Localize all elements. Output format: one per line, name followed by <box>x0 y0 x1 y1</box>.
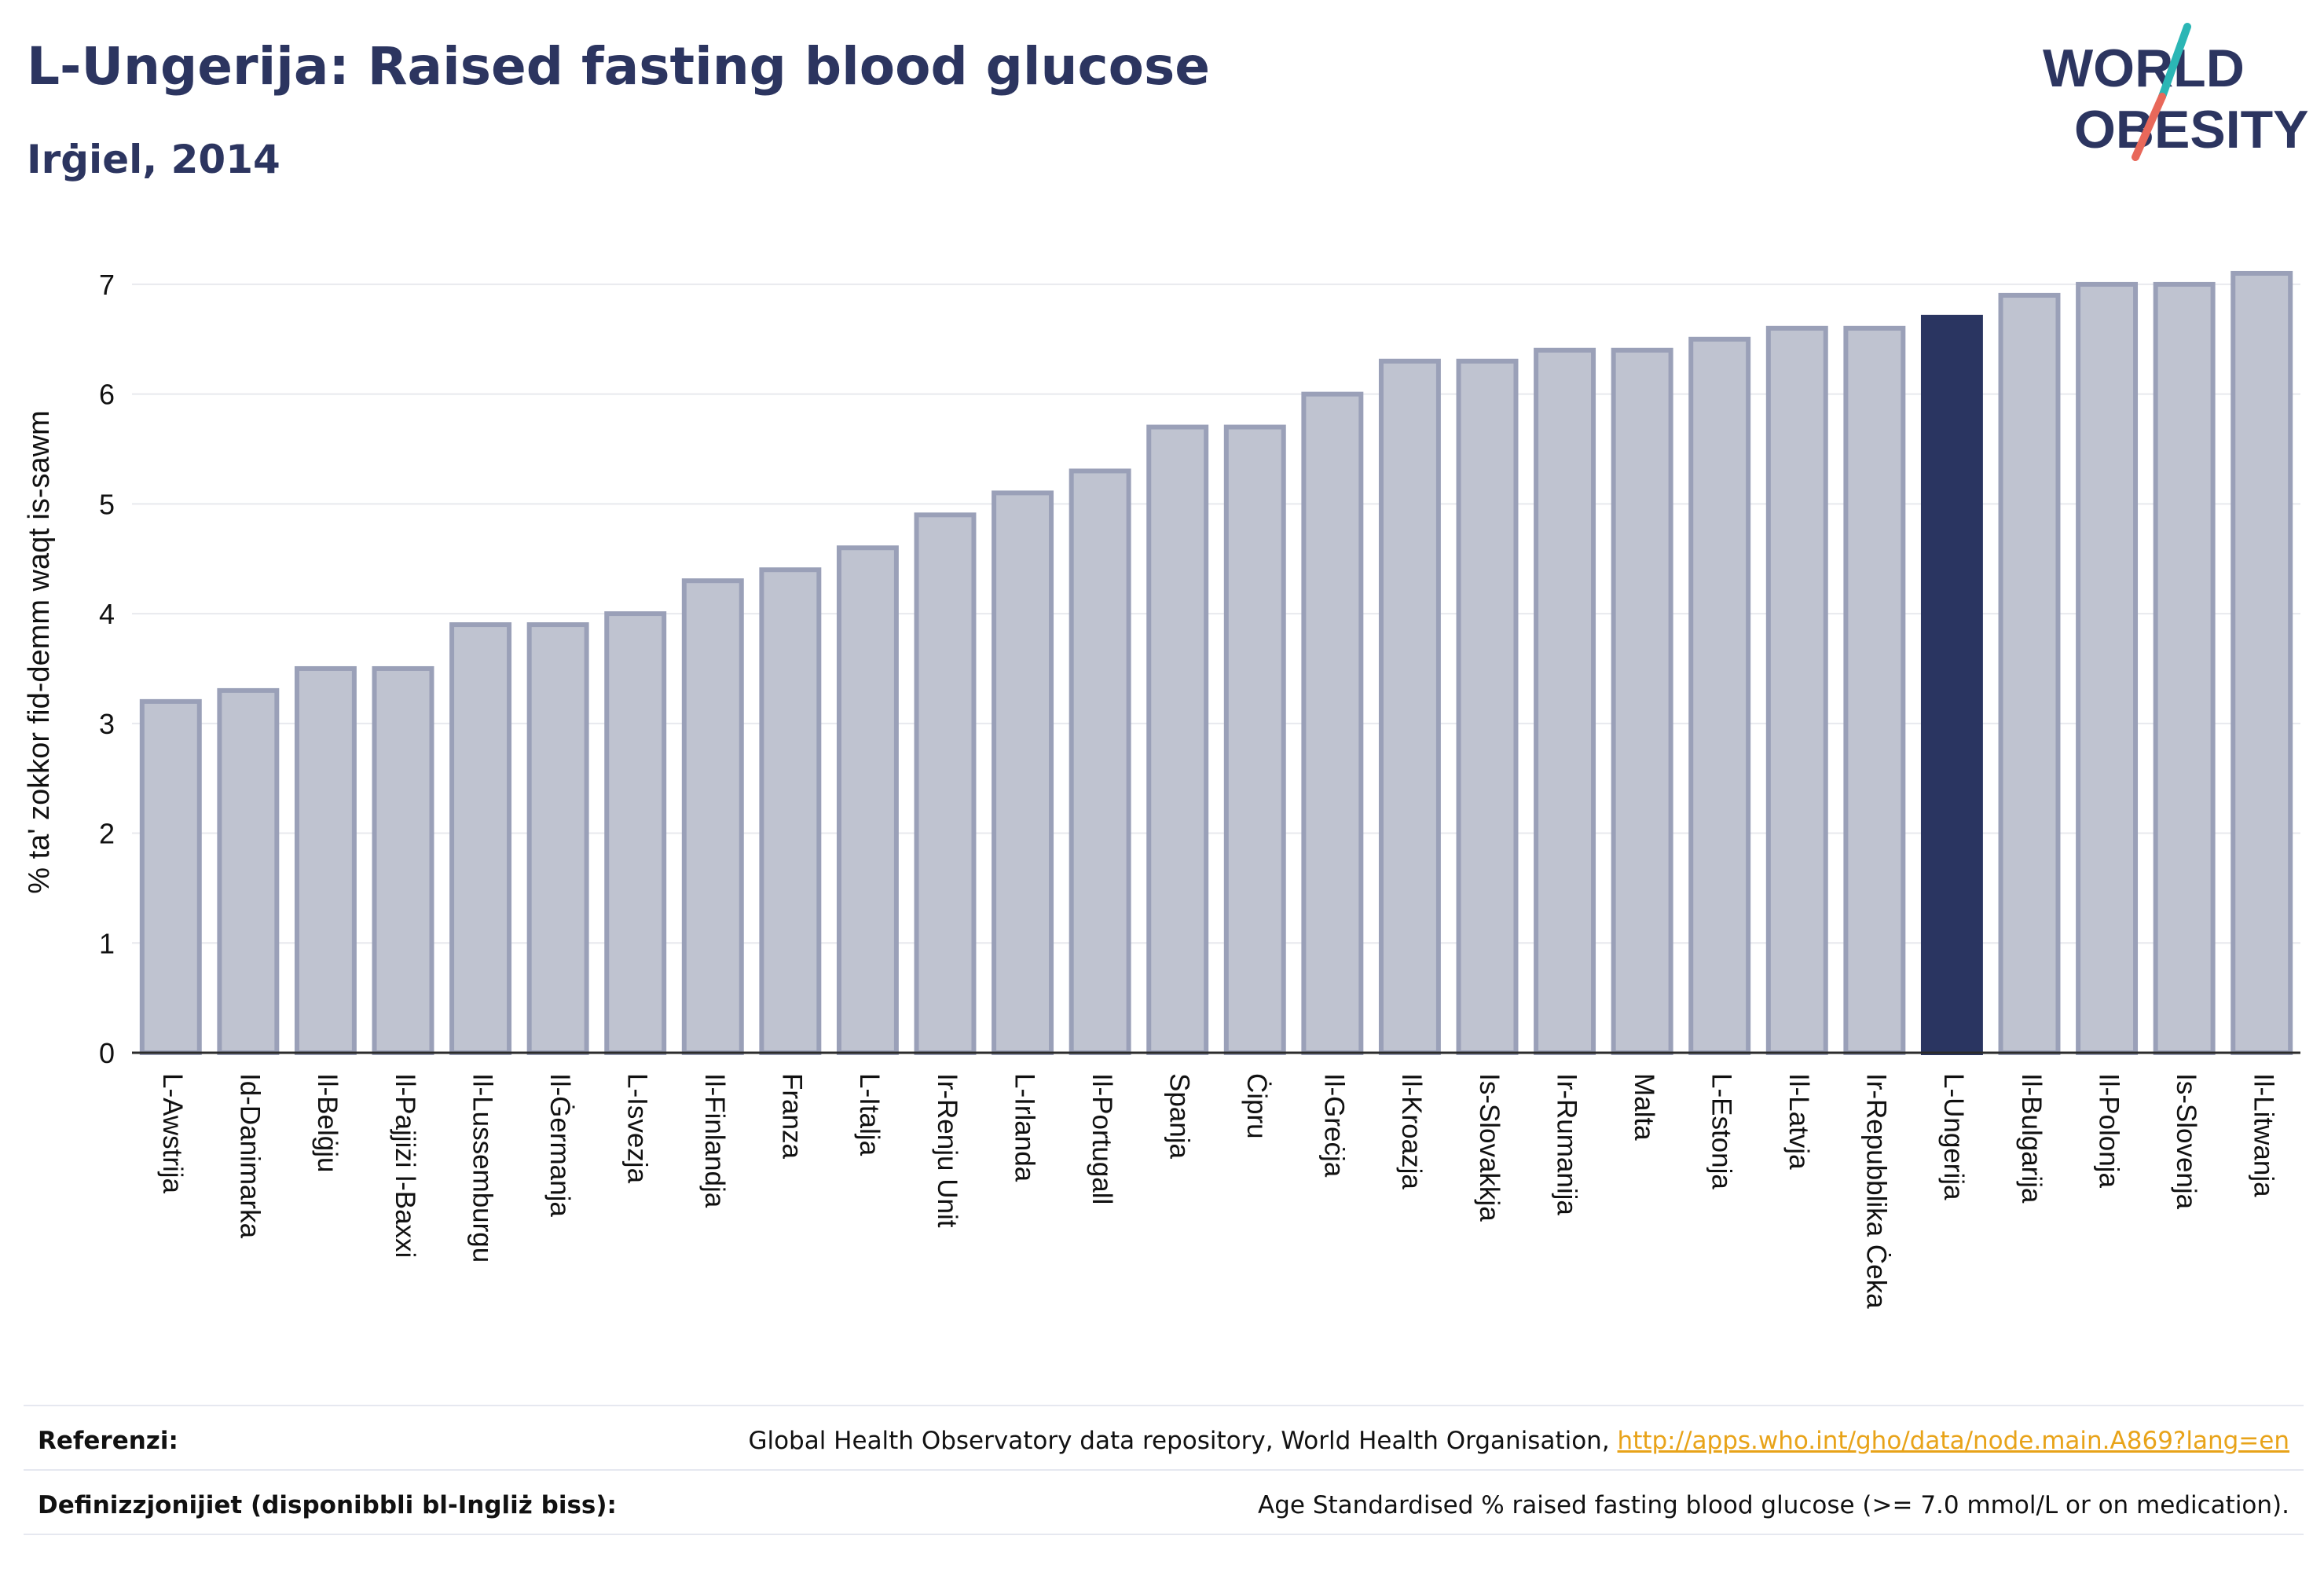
bar-13 <box>1069 468 1131 1055</box>
bar-17 <box>1378 358 1441 1055</box>
x-tick-label: Il-Pajjiżi l-Baxxi <box>390 1073 420 1258</box>
x-tick-label: L-Awstrija <box>157 1073 188 1194</box>
bar-11 <box>914 512 977 1055</box>
x-tick-label: Il-Bulgarija <box>2016 1073 2047 1204</box>
footer-divider-bottom <box>24 1534 2304 1535</box>
x-tick-labels: L-Awstrija Id-Danimarka Il-Belġju Il-Pajjiż… <box>157 1073 2278 1309</box>
logo-line1: WORLD <box>2043 38 2245 98</box>
bar-7 <box>604 611 667 1055</box>
x-tick-label: Il-Greċja <box>1319 1073 1350 1178</box>
x-tick-label: L-Italja <box>854 1073 885 1156</box>
bar-6 <box>526 622 589 1055</box>
bar-4 <box>372 665 434 1056</box>
bar-3 <box>294 665 357 1056</box>
world-obesity-logo: WORLD OBESITY <box>2043 23 2309 161</box>
logo-slash-top <box>2158 23 2191 101</box>
bar-18 <box>1456 358 1519 1055</box>
footer-divider-top <box>24 1405 2304 1406</box>
x-tick-label: Il-Lussemburgu <box>467 1073 497 1263</box>
x-tick-label: L-Irlanda <box>1009 1073 1039 1182</box>
bar-27 <box>2153 281 2216 1056</box>
bar-20 <box>1611 347 1673 1055</box>
x-tick-label: Malta <box>1629 1073 1659 1141</box>
logo-line2: OBESITY <box>2074 100 2309 159</box>
x-tick-label: Il-Belġju <box>312 1073 343 1172</box>
x-tick-label: L-Isvezja <box>621 1073 652 1184</box>
bar-9 <box>759 567 822 1055</box>
y-tick-label: 1 <box>99 927 115 959</box>
bar-26 <box>2076 281 2139 1056</box>
footer-definition-row: Definizzjonijiet (disponibbli bl-Ingliż … <box>24 1483 2304 1530</box>
x-tick-label: Ċipru <box>1241 1073 1272 1139</box>
x-tick-label: L-Estonja <box>1706 1073 1736 1189</box>
bar-14 <box>1146 424 1209 1055</box>
chart-title: L-Ungerija: Raised fasting blood glucose <box>27 36 1211 97</box>
bar-25 <box>1998 292 2061 1056</box>
x-tick-label: Il-Ġermanja <box>544 1073 575 1217</box>
bar-19 <box>1534 347 1596 1055</box>
bar-2 <box>217 687 280 1055</box>
y-tick-label: 7 <box>99 269 115 301</box>
x-tick-label: Il-Latvja <box>1783 1073 1814 1170</box>
sources-label: Referenzi: <box>38 1427 178 1455</box>
x-tick-label: Il-Polonja <box>2093 1073 2124 1188</box>
x-tick-label: Il-Litwanja <box>2248 1073 2278 1197</box>
chart-subtitle: Irġiel, 2014 <box>27 137 280 182</box>
bar-1 <box>139 698 202 1055</box>
sources-value: Global Health Observatory data repositor… <box>748 1427 2289 1455</box>
x-tick-label: Ir-Renju Unit <box>932 1073 962 1228</box>
x-tick-label: Franza <box>777 1073 808 1159</box>
footer-sources-row: Referenzi: Global Health Observatory dat… <box>24 1419 2304 1466</box>
y-tick-label: 0 <box>99 1037 115 1069</box>
bar-21 <box>1688 336 1751 1055</box>
bar-12 <box>992 490 1054 1055</box>
x-tick-label: Spanja <box>1164 1073 1194 1160</box>
bar-16 <box>1301 391 1364 1055</box>
definition-value: Age Standardised % raised fasting blood … <box>1258 1491 2289 1519</box>
x-tick-label: Ir-Repubblika Ċeka <box>1861 1073 1892 1309</box>
x-tick-label: Il-Portugall <box>1087 1073 1117 1204</box>
footer-divider-middle <box>24 1469 2304 1471</box>
definition-label: Definizzjonijiet (disponibbli bl-Ingliż … <box>38 1491 617 1519</box>
x-tick-label: Il-Kroazja <box>1396 1073 1427 1189</box>
bar-28 <box>2231 270 2293 1055</box>
logo-slash-bottom <box>2132 93 2166 161</box>
y-tick-label: 5 <box>99 488 115 520</box>
y-axis-label: % ta' zokkor fid-demm waqt is-sawm <box>23 410 56 893</box>
x-tick-label: Is-Slovakkja <box>1474 1073 1505 1222</box>
bar-22 <box>1765 325 1828 1055</box>
sources-text: Global Health Observatory data repositor… <box>748 1427 1618 1455</box>
x-tick-label: Is-Slovenja <box>2171 1073 2201 1210</box>
bar-24 <box>1920 314 1983 1055</box>
y-tick-label: 3 <box>99 708 115 740</box>
bar-23 <box>1843 325 1906 1055</box>
x-tick-label: Il-Finlandja <box>699 1073 730 1208</box>
bar-chart: 0 1 2 3 4 5 6 7 L-Awstrija Id-Danimarka Il-Belġju… <box>23 269 2300 1309</box>
y-tick-label: 6 <box>99 379 115 411</box>
bar-5 <box>449 622 512 1055</box>
x-tick-label: Id-Danimarka <box>235 1073 266 1239</box>
sources-link[interactable]: http://apps.who.int/gho/data/node.main.A… <box>1617 1427 2289 1455</box>
bar-10 <box>836 545 899 1055</box>
x-tick-label: L-Ungerija <box>1938 1073 1969 1200</box>
y-tick-labels: 0 1 2 3 4 5 6 7 <box>99 269 115 1069</box>
x-tick-label: Ir-Rumanija <box>1551 1073 1582 1215</box>
bar-15 <box>1223 424 1286 1055</box>
y-tick-label: 4 <box>99 598 115 630</box>
bars-layer <box>139 270 2293 1056</box>
y-tick-label: 2 <box>99 818 115 850</box>
bar-8 <box>681 578 744 1055</box>
